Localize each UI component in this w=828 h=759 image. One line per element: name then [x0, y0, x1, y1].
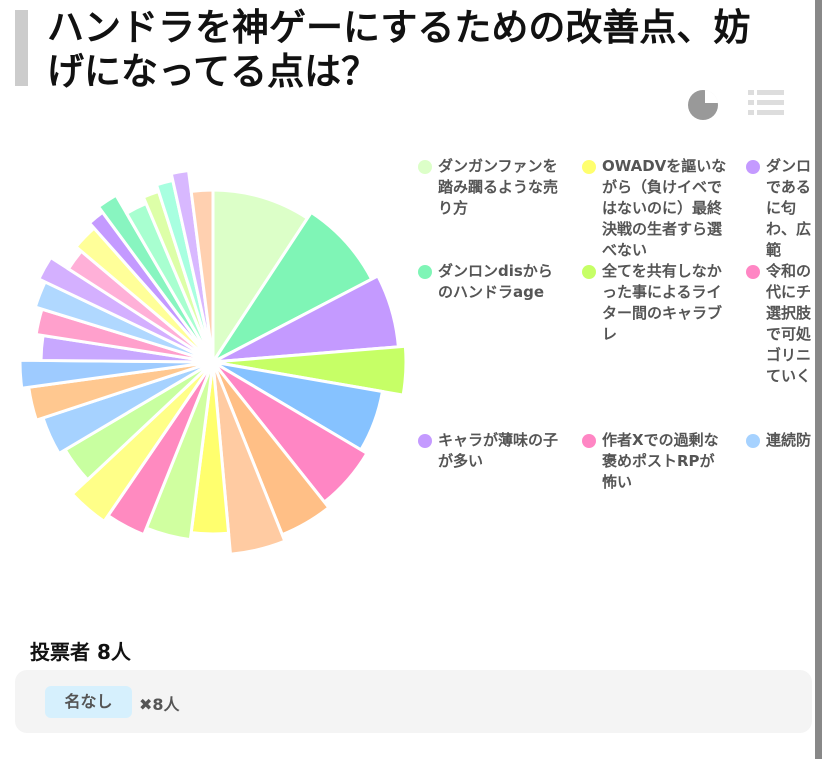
slice [208, 210, 374, 367]
slice [70, 360, 215, 524]
legend-dot [746, 434, 760, 448]
legend-label: 連続防 [766, 431, 812, 449]
legend-label: 全てを共有しなかった事によるライター間のキャラブレ [602, 262, 723, 343]
title: ハンドラを神ゲーにするための改善点、妨げになってる点は？ [47, 6, 751, 93]
pie-chart [18, 168, 408, 556]
count: 8人 [152, 695, 180, 714]
legend-label: ダンロンdisからのハンドラage [438, 262, 553, 301]
slice [211, 188, 310, 368]
slice [36, 255, 214, 364]
slice [212, 344, 408, 397]
legend-dot [582, 265, 596, 279]
legend-item[interactable]: OWADVを謳いながら（負けイベではないのに）最終決戦の生者すら選べない [582, 156, 727, 261]
x-icon: ✖ [139, 695, 153, 714]
legend-item[interactable]: 令和の代にチ選択肢で可処ゴリニていく [746, 261, 812, 387]
legend-item[interactable]: 全てを共有しなかった事によるライター間のキャラブレ [582, 261, 727, 345]
legend-item[interactable]: ダンロであるに匂わ、広範 [746, 156, 812, 261]
legend-dot [746, 265, 760, 279]
voter-chip[interactable]: 名なし [45, 686, 132, 718]
legend-item[interactable]: 作者Xでの過剰な褒めポストRPが怖い [582, 430, 727, 493]
legend-label: キャラが薄味の子が多い [438, 431, 559, 470]
legend-dot [418, 434, 432, 448]
legend-dot [582, 160, 596, 174]
slice [189, 188, 215, 363]
pie-icon[interactable] [686, 88, 720, 122]
voters: 投票者 8人 [30, 640, 131, 664]
legend-item[interactable]: キャラが薄味の子が多い [418, 430, 563, 472]
legend: ダンガンファンを踏み躙るような売り方ダンロンdisからのハンドラage キャラが薄… [418, 156, 812, 493]
slice [18, 358, 214, 390]
slice [211, 361, 287, 556]
slice [169, 168, 215, 363]
vote-count: ✖8人 [139, 691, 180, 715]
legend-dot [418, 265, 432, 279]
legend-dot [746, 160, 760, 174]
legend-dot [418, 160, 432, 174]
title-bar [15, 10, 28, 86]
legend-label: 作者Xでの過剰な褒めポストRPが怖い [602, 431, 719, 491]
votes-box: 名なし ✖8人 [15, 670, 812, 733]
legend-label: ダンガンファンを踏み躙るような売り方 [438, 157, 559, 217]
scrollbar [815, 0, 822, 759]
legend-label: 令和の代にチ選択肢で可処ゴリニていく [766, 262, 812, 385]
legend-item[interactable]: ダンロンdisからのハンドラage [418, 261, 563, 303]
legend-item[interactable]: 連続防 [746, 430, 812, 451]
list-icon[interactable] [748, 88, 784, 122]
legend-item[interactable]: ダンガンファンを踏み躙るような売り方 [418, 156, 563, 219]
legend-dot [582, 434, 596, 448]
legend-label: OWADVを謳いながら（負けイベではないのに）最終決戦の生者すら選べない [602, 157, 727, 259]
legend-label: ダンロであるに匂わ、広範 [766, 157, 812, 259]
slice [96, 193, 215, 363]
